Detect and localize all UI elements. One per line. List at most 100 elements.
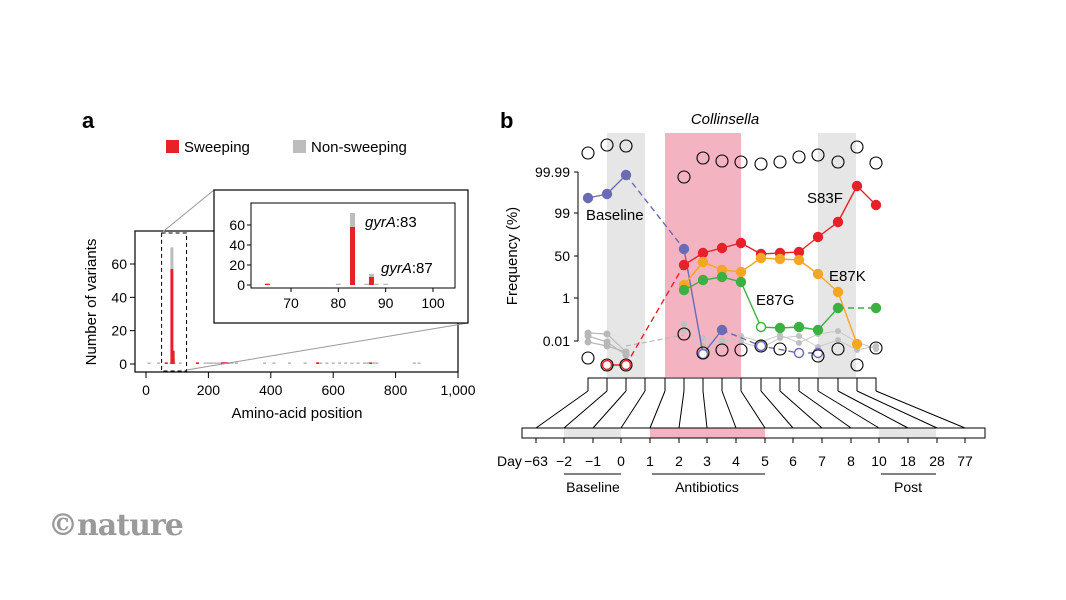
series-point-s83f [851, 180, 863, 192]
series-point-total [734, 155, 748, 169]
zoom-connector [162, 189, 215, 233]
series-point-s83f [620, 359, 632, 371]
panel-a-label: a [82, 108, 95, 133]
timeline: −63 −2 −1 0 1 2 3 4 5 6 7 8 10 18 28 77 Day Baseline Antib… [497, 377, 986, 495]
series-point-e87k [735, 266, 747, 278]
series-point-low-open [619, 358, 633, 372]
bar-non-sweeping [319, 362, 323, 364]
series-point-e87g [832, 302, 844, 314]
gene-name: gyrA [381, 260, 412, 277]
background-variant-point [738, 339, 744, 345]
x-tick-label: 600 [322, 382, 346, 398]
x-axis-label: Amino-acid position [232, 405, 363, 422]
series-point-total [715, 154, 729, 168]
background-variant-point [719, 337, 725, 343]
day-axis-label: Day [497, 453, 522, 469]
day-label: −2 [556, 453, 572, 469]
period-label-post: Post [894, 479, 922, 495]
series-point-total [581, 146, 595, 160]
background-variant-point [738, 333, 744, 339]
inset-bar-non-sweeping [364, 283, 370, 285]
bar-non-sweeping [156, 362, 160, 364]
inset-y-tick-label: 0 [237, 277, 245, 293]
bar-non-sweeping [147, 362, 151, 364]
position: :87 [412, 260, 433, 277]
panel-b-title: Collinsella [691, 111, 759, 128]
top-box [587, 377, 877, 391]
connector-line [702, 390, 708, 429]
background-variant-point [700, 335, 706, 341]
annotation-gyrA-87: gyrA:87 [381, 260, 433, 277]
series-point-total [792, 150, 806, 164]
series-point-baseline [582, 192, 594, 204]
bar-non-sweeping [356, 362, 360, 364]
zoom-region-box [161, 232, 188, 372]
bar-sweeping [195, 362, 199, 364]
bar-non-sweeping [412, 362, 416, 364]
day-label: 4 [732, 453, 740, 469]
annotation-baseline: Baseline [586, 207, 644, 224]
background-variant-point [777, 335, 783, 341]
day-label: 1 [646, 453, 654, 469]
background-variant-point [796, 340, 802, 346]
series-point-e87k [793, 254, 805, 266]
annotation-s83f: S83F [807, 190, 843, 207]
day-label: 8 [847, 453, 855, 469]
timeline-bar [521, 427, 986, 439]
x-tick-label: 1,000 [440, 382, 475, 398]
series-point-e87k [774, 253, 786, 265]
connector-line [678, 390, 685, 429]
inset-x-tick-label: 80 [331, 295, 347, 311]
background-variant-point [873, 343, 879, 349]
connector-line [620, 390, 646, 429]
bar-non-sweeping [178, 362, 182, 364]
series-point-e87g [716, 271, 728, 283]
background-variant-point [622, 348, 630, 356]
series-point-baseline [601, 188, 613, 200]
series-point-s83f [832, 216, 844, 228]
series-point-baseline [697, 348, 709, 360]
series-point-low-open [734, 343, 748, 357]
series-point-low-open [850, 358, 864, 372]
series-point-s83f [735, 237, 747, 249]
background-variant-point [584, 338, 592, 346]
connector-line [721, 390, 737, 429]
inset-bar-sweeping [368, 277, 374, 285]
legend-label-non-sweeping: Non-sweeping [311, 139, 407, 156]
bar-non-sweeping [213, 362, 217, 364]
series-point-s83f [870, 199, 882, 211]
bar-non-sweeping [234, 362, 238, 364]
background-dashed-line [625, 334, 685, 347]
series-point-total [600, 138, 614, 152]
bar-non-sweeping [344, 362, 348, 364]
series-point-total [831, 155, 845, 169]
inset-bar-sweeping [350, 227, 356, 285]
bar-sweeping [316, 362, 320, 364]
series-dashed-line-baseline [625, 174, 685, 250]
series-point-e87g [678, 284, 690, 296]
bar-non-sweeping [263, 362, 267, 364]
day-label: 3 [703, 453, 711, 469]
panel-b-chart: 0.01 1 50 99 99.99 Frequency (%) Baseline S83F E… [504, 133, 883, 377]
inset-bar-non-sweeping [383, 283, 389, 285]
connector-line [856, 390, 938, 429]
series-point-low-open [811, 349, 825, 363]
background-variant-point [584, 332, 592, 340]
connector-line [740, 390, 766, 429]
series-point-baseline [793, 347, 805, 359]
series-point-baseline [678, 243, 690, 255]
day-label: −63 [524, 453, 548, 469]
connector-line [798, 390, 852, 429]
series-point-low-open [677, 327, 691, 341]
inset-x-tick-label: 70 [283, 295, 299, 311]
bar-non-sweeping [362, 362, 366, 364]
y-tick-label: 1 [562, 290, 570, 306]
connector-line [649, 390, 666, 429]
background-variant-point [603, 342, 611, 350]
series-point-total [773, 155, 787, 169]
inset-y-tick-label: 40 [229, 237, 245, 253]
bar-sweeping [220, 362, 224, 364]
inset-bar-non-sweeping [335, 283, 341, 285]
y-tick-label: 0 [119, 356, 127, 372]
